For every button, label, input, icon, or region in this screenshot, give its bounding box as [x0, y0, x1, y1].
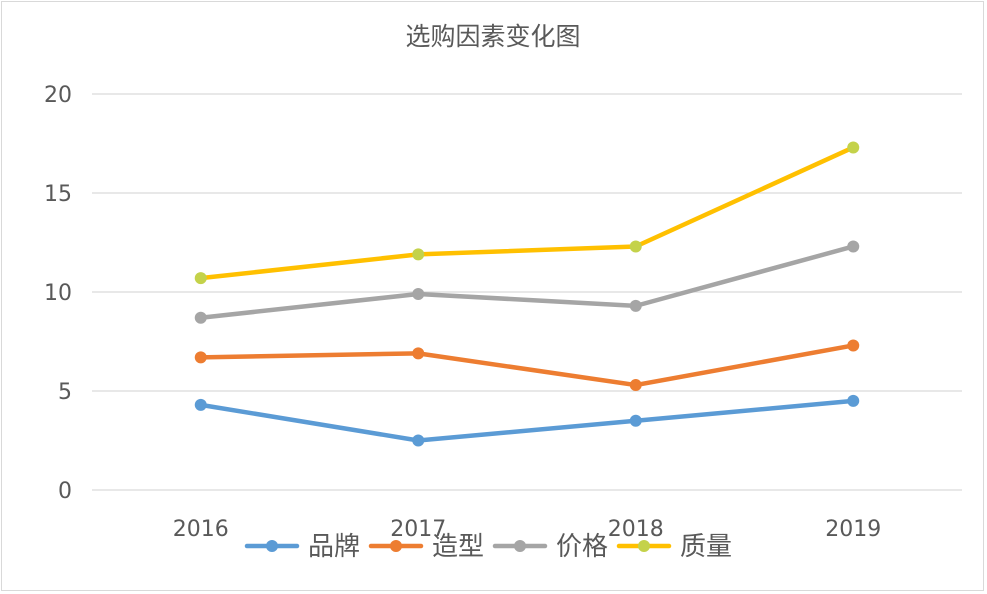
series-1	[194, 394, 860, 447]
y-tick-label: 20	[44, 83, 72, 108]
legend-label: 价格	[556, 532, 608, 562]
series-line	[198, 145, 856, 281]
x-tick-label: 2018	[608, 517, 664, 542]
data-point	[194, 311, 207, 324]
y-tick-label: 0	[58, 479, 72, 504]
x-tick-label: 2017	[390, 517, 446, 542]
legend-label: 品牌	[308, 532, 360, 562]
data-point	[412, 287, 425, 300]
series-4	[194, 141, 860, 285]
legend-label: 造型	[432, 532, 484, 562]
data-point	[847, 339, 860, 352]
data-point	[194, 351, 207, 364]
legend-item: 品牌	[244, 532, 360, 562]
legend-swatch-marker	[390, 540, 402, 552]
series-line	[198, 244, 856, 320]
series-line	[198, 343, 856, 388]
data-point	[194, 272, 207, 285]
legend: 品牌 造型 价格 质量	[244, 532, 732, 562]
data-point	[847, 240, 860, 253]
data-point	[847, 141, 860, 154]
chart-title: 选购因素变化图	[405, 22, 580, 51]
gridlines	[92, 93, 962, 491]
series-line	[198, 398, 856, 443]
legend-item: 造型	[368, 532, 484, 562]
x-tick-label: 2019	[825, 517, 881, 542]
data-point	[412, 347, 425, 360]
x-axis-ticks: 2016 2017 2018 2019	[173, 517, 882, 542]
y-tick-label: 10	[44, 281, 72, 306]
data-point	[629, 414, 642, 427]
legend-item: 价格	[492, 532, 608, 562]
legend-swatch-marker	[514, 540, 526, 552]
data-point	[194, 398, 207, 411]
series-2	[194, 339, 860, 392]
data-point	[412, 434, 425, 447]
series-3	[194, 240, 860, 324]
series-group	[194, 141, 860, 447]
data-point	[629, 379, 642, 392]
legend-swatch-marker	[638, 540, 650, 552]
legend-item: 质量	[616, 532, 732, 562]
y-tick-label: 5	[58, 380, 72, 405]
data-point	[629, 299, 642, 312]
data-point	[412, 248, 425, 261]
legend-swatch-marker	[266, 540, 278, 552]
data-point	[629, 240, 642, 253]
data-point	[847, 394, 860, 407]
x-tick-label: 2016	[173, 517, 229, 542]
y-tick-label: 15	[44, 182, 72, 207]
y-axis-ticks: 0 5 10 15 20	[44, 83, 72, 504]
legend-label: 质量	[680, 532, 732, 562]
